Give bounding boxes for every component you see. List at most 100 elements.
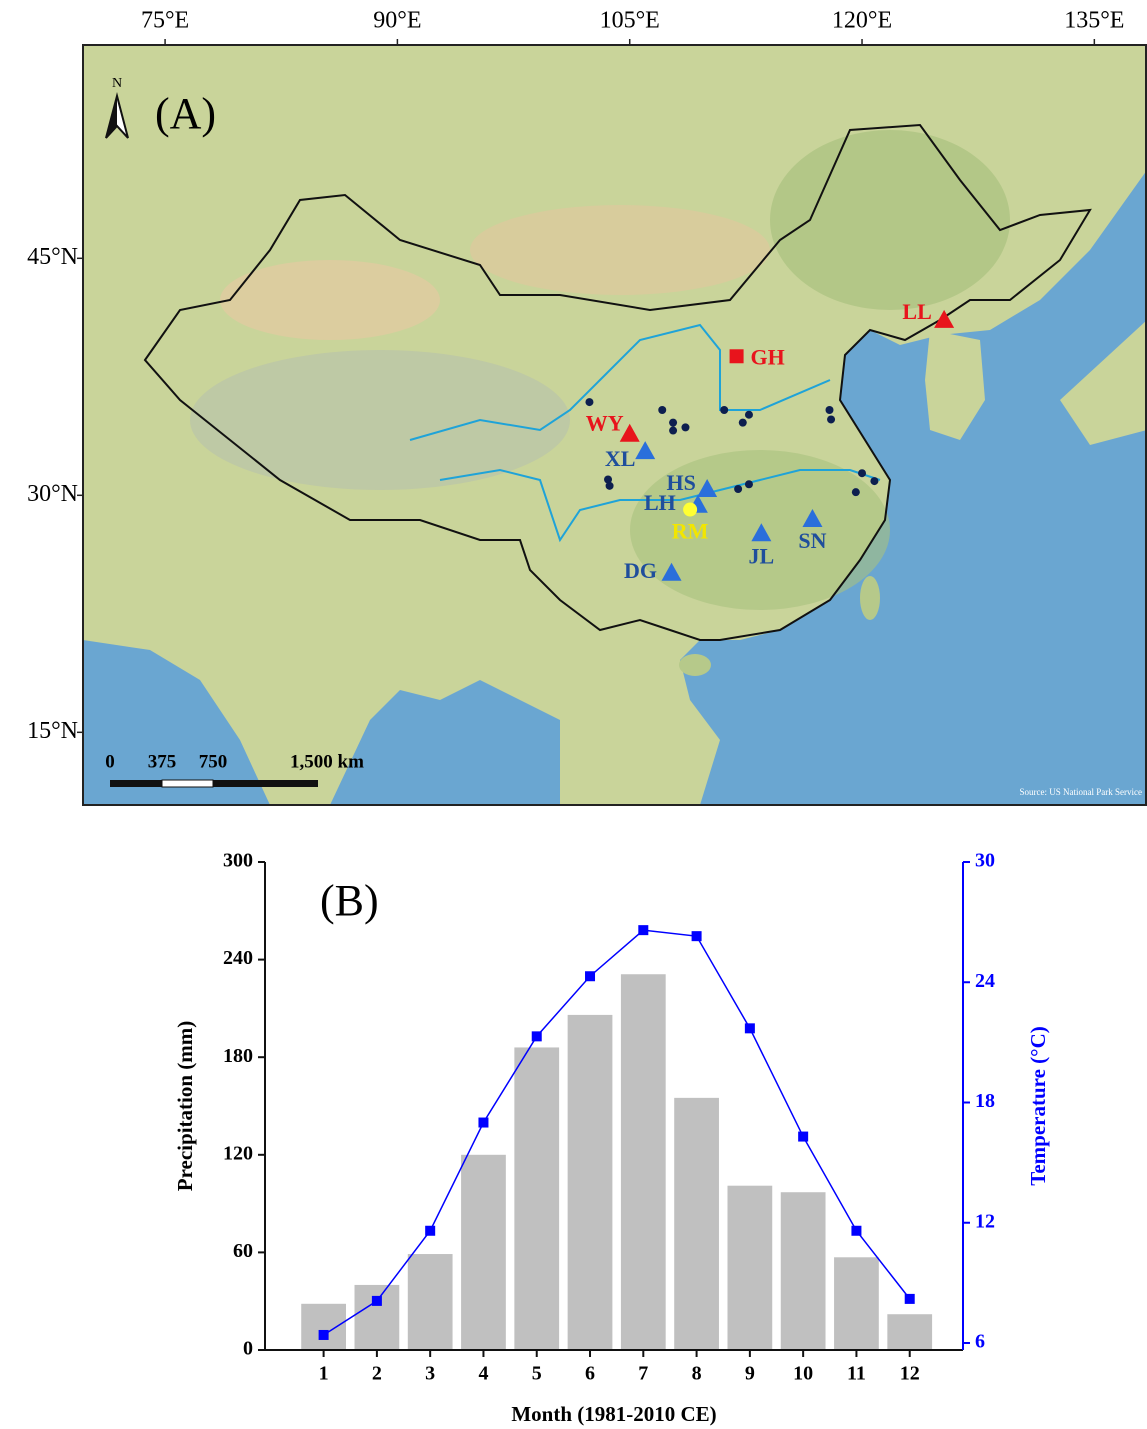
site-dot bbox=[739, 419, 747, 427]
x-tick-label: 6 bbox=[585, 1363, 595, 1385]
panel-label: (B) bbox=[320, 876, 379, 925]
y-tick-label: 300 bbox=[223, 850, 253, 872]
bar bbox=[834, 1257, 879, 1350]
temperature-point bbox=[478, 1118, 488, 1128]
x-tick-label: 105°E bbox=[600, 8, 660, 34]
temperature-point bbox=[745, 1023, 755, 1033]
scale-segment bbox=[110, 780, 162, 787]
site-dot bbox=[720, 406, 728, 414]
site-label: DG bbox=[624, 558, 657, 583]
x-tick-label: 11 bbox=[847, 1363, 866, 1385]
site-dot bbox=[658, 406, 666, 414]
scale-label: 1,500 km bbox=[290, 751, 364, 772]
taiwan bbox=[860, 576, 880, 620]
y2-tick-label: 6 bbox=[975, 1331, 985, 1353]
y2-tick-label: 30 bbox=[975, 850, 995, 872]
site-dot bbox=[826, 406, 834, 414]
site-label: XL bbox=[605, 446, 636, 471]
site-label: RM bbox=[672, 519, 709, 544]
desert bbox=[470, 205, 770, 295]
x-tick-label: 90°E bbox=[373, 8, 421, 34]
scale-segment bbox=[213, 780, 318, 787]
temperature-point bbox=[851, 1226, 861, 1236]
plateau bbox=[190, 350, 570, 490]
bar bbox=[568, 1015, 613, 1350]
temperature-point bbox=[319, 1330, 329, 1340]
bar bbox=[727, 1186, 772, 1350]
site-dot bbox=[827, 415, 835, 423]
site-dot bbox=[870, 477, 878, 485]
site-dot bbox=[681, 423, 689, 431]
y-tick-label: 45°N bbox=[27, 244, 78, 270]
bar bbox=[674, 1098, 719, 1350]
y2-tick-label: 12 bbox=[975, 1210, 995, 1232]
site-dot bbox=[585, 398, 593, 406]
temperature-point bbox=[798, 1132, 808, 1142]
y-tick-label: 240 bbox=[223, 947, 253, 969]
x-tick-label: 135°E bbox=[1064, 8, 1124, 34]
y2-tick-label: 24 bbox=[975, 970, 995, 992]
temperature-point bbox=[905, 1294, 915, 1304]
scale-label: 750 bbox=[199, 751, 228, 772]
site-dot bbox=[606, 482, 614, 490]
temperature-point bbox=[585, 971, 595, 981]
y-tick-label: 120 bbox=[223, 1142, 253, 1164]
scale-segment bbox=[162, 780, 213, 787]
site-label: WY bbox=[586, 411, 624, 436]
hainan bbox=[679, 654, 711, 676]
x-axis-title: Month (1981-2010 CE) bbox=[511, 1402, 716, 1426]
site-dot bbox=[745, 411, 753, 419]
site-dot bbox=[669, 427, 677, 435]
y-tick-label: 60 bbox=[233, 1240, 253, 1262]
bar bbox=[781, 1192, 826, 1350]
site-label: LH bbox=[644, 490, 676, 515]
x-tick-label: 3 bbox=[425, 1363, 435, 1385]
x-tick-label: 75°E bbox=[141, 8, 189, 34]
bar bbox=[461, 1155, 506, 1350]
y-tick-label: 15°N bbox=[27, 718, 78, 744]
site-label: JL bbox=[749, 543, 775, 568]
x-tick-label: 12 bbox=[900, 1363, 920, 1385]
north-label: N bbox=[112, 76, 122, 91]
y-tick-label: 0 bbox=[243, 1338, 253, 1360]
site-dot bbox=[858, 469, 866, 477]
temperature-point bbox=[638, 925, 648, 935]
site-dot bbox=[669, 419, 677, 427]
x-tick-label: 2 bbox=[372, 1363, 382, 1385]
site-marker bbox=[730, 349, 744, 363]
bar bbox=[301, 1304, 346, 1350]
y2-tick-label: 18 bbox=[975, 1090, 995, 1112]
site-label: LL bbox=[902, 299, 931, 324]
temperature-point bbox=[692, 931, 702, 941]
y-axis-title: Precipitation (mm) bbox=[173, 1021, 197, 1191]
site-dot bbox=[852, 488, 860, 496]
bar bbox=[621, 974, 666, 1350]
bar bbox=[355, 1285, 400, 1350]
figure: N (A) 0 375 750 1,500 km Source: US Nati… bbox=[0, 0, 1147, 1429]
site-label: SN bbox=[798, 528, 826, 553]
forest bbox=[770, 130, 1010, 310]
source-note: Source: US National Park Service bbox=[1020, 787, 1142, 797]
scale-label: 375 bbox=[148, 751, 177, 772]
site-dot bbox=[734, 485, 742, 493]
x-tick-label: 120°E bbox=[832, 8, 892, 34]
scale-label: 0 bbox=[105, 751, 115, 772]
y-tick-label: 30°N bbox=[27, 481, 78, 507]
temperature-point bbox=[532, 1031, 542, 1041]
site-dot bbox=[745, 480, 753, 488]
x-tick-label: 7 bbox=[638, 1363, 648, 1385]
x-tick-label: 10 bbox=[793, 1363, 813, 1385]
temperature-point bbox=[425, 1226, 435, 1236]
bar bbox=[887, 1314, 932, 1350]
x-tick-label: 8 bbox=[692, 1363, 702, 1385]
panel-label: (A) bbox=[155, 89, 216, 138]
site-marker bbox=[683, 503, 697, 517]
temperature-point bbox=[372, 1296, 382, 1306]
x-tick-label: 9 bbox=[745, 1363, 755, 1385]
bar bbox=[514, 1047, 559, 1350]
y2-axis-title: Temperature (°C) bbox=[1026, 1026, 1050, 1185]
x-tick-label: 4 bbox=[478, 1363, 488, 1385]
x-tick-label: 5 bbox=[532, 1363, 542, 1385]
site-label: GH bbox=[750, 344, 784, 369]
y-tick-label: 180 bbox=[223, 1045, 253, 1067]
